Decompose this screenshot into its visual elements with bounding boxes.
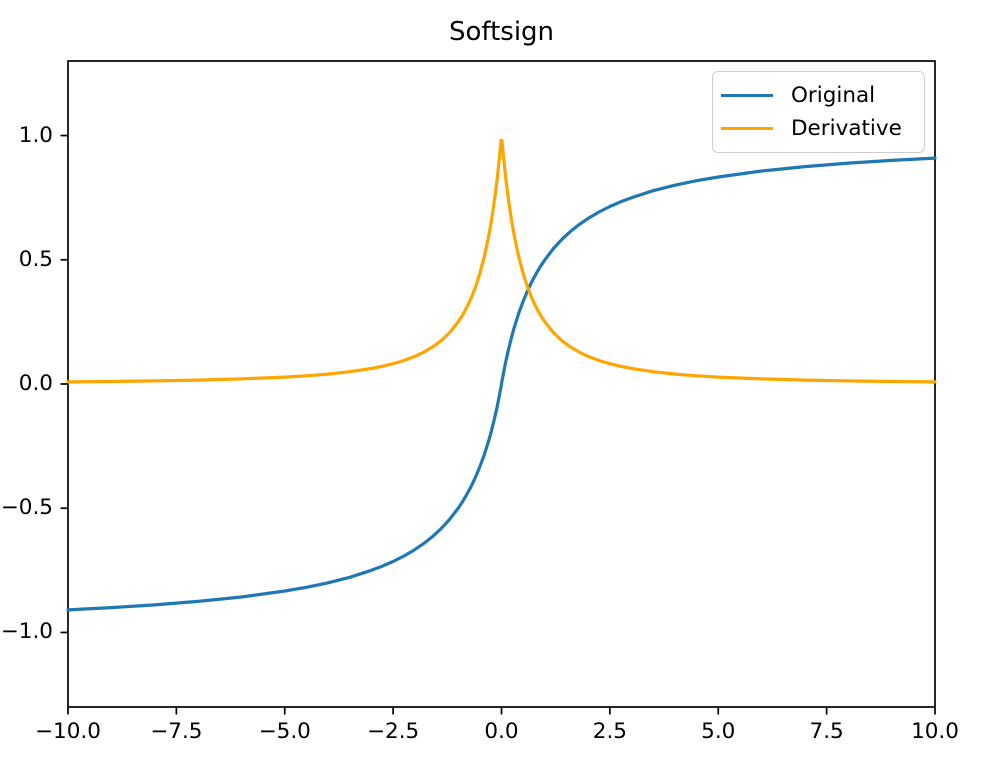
x-tick-label: 5.0 <box>701 718 736 744</box>
y-tick-label: −0.5 <box>0 495 53 521</box>
legend-entry-original: Original <box>721 82 916 109</box>
legend-label-original: Original <box>791 83 876 108</box>
legend-label-derivative: Derivative <box>791 116 902 141</box>
original-line <box>66 156 937 612</box>
x-tick-label: −10.0 <box>35 718 101 744</box>
derivative-line <box>66 138 937 384</box>
y-tick-label: 0.5 <box>18 246 53 272</box>
x-tick-label: 2.5 <box>592 718 627 744</box>
x-tick-label: −7.5 <box>150 718 203 744</box>
tick-marks <box>60 134 936 715</box>
curves <box>66 138 937 612</box>
legend: Original Derivative <box>712 71 925 153</box>
legend-entry-derivative: Derivative <box>721 115 916 142</box>
derivative-line-swatch <box>721 126 773 131</box>
y-tick-label: −1.0 <box>0 619 53 645</box>
chart-title: Softsign <box>448 17 555 47</box>
y-tick-label: 0.0 <box>18 371 53 396</box>
y-tick-label: 1.0 <box>18 122 53 148</box>
x-tick-label: 10.0 <box>911 718 959 744</box>
original-line-swatch <box>721 93 773 98</box>
x-tick-label: 0.0 <box>484 718 519 744</box>
x-tick-label: 7.5 <box>809 718 844 744</box>
x-tick-label: −2.5 <box>367 718 420 744</box>
x-tick-label: −5.0 <box>258 718 311 744</box>
